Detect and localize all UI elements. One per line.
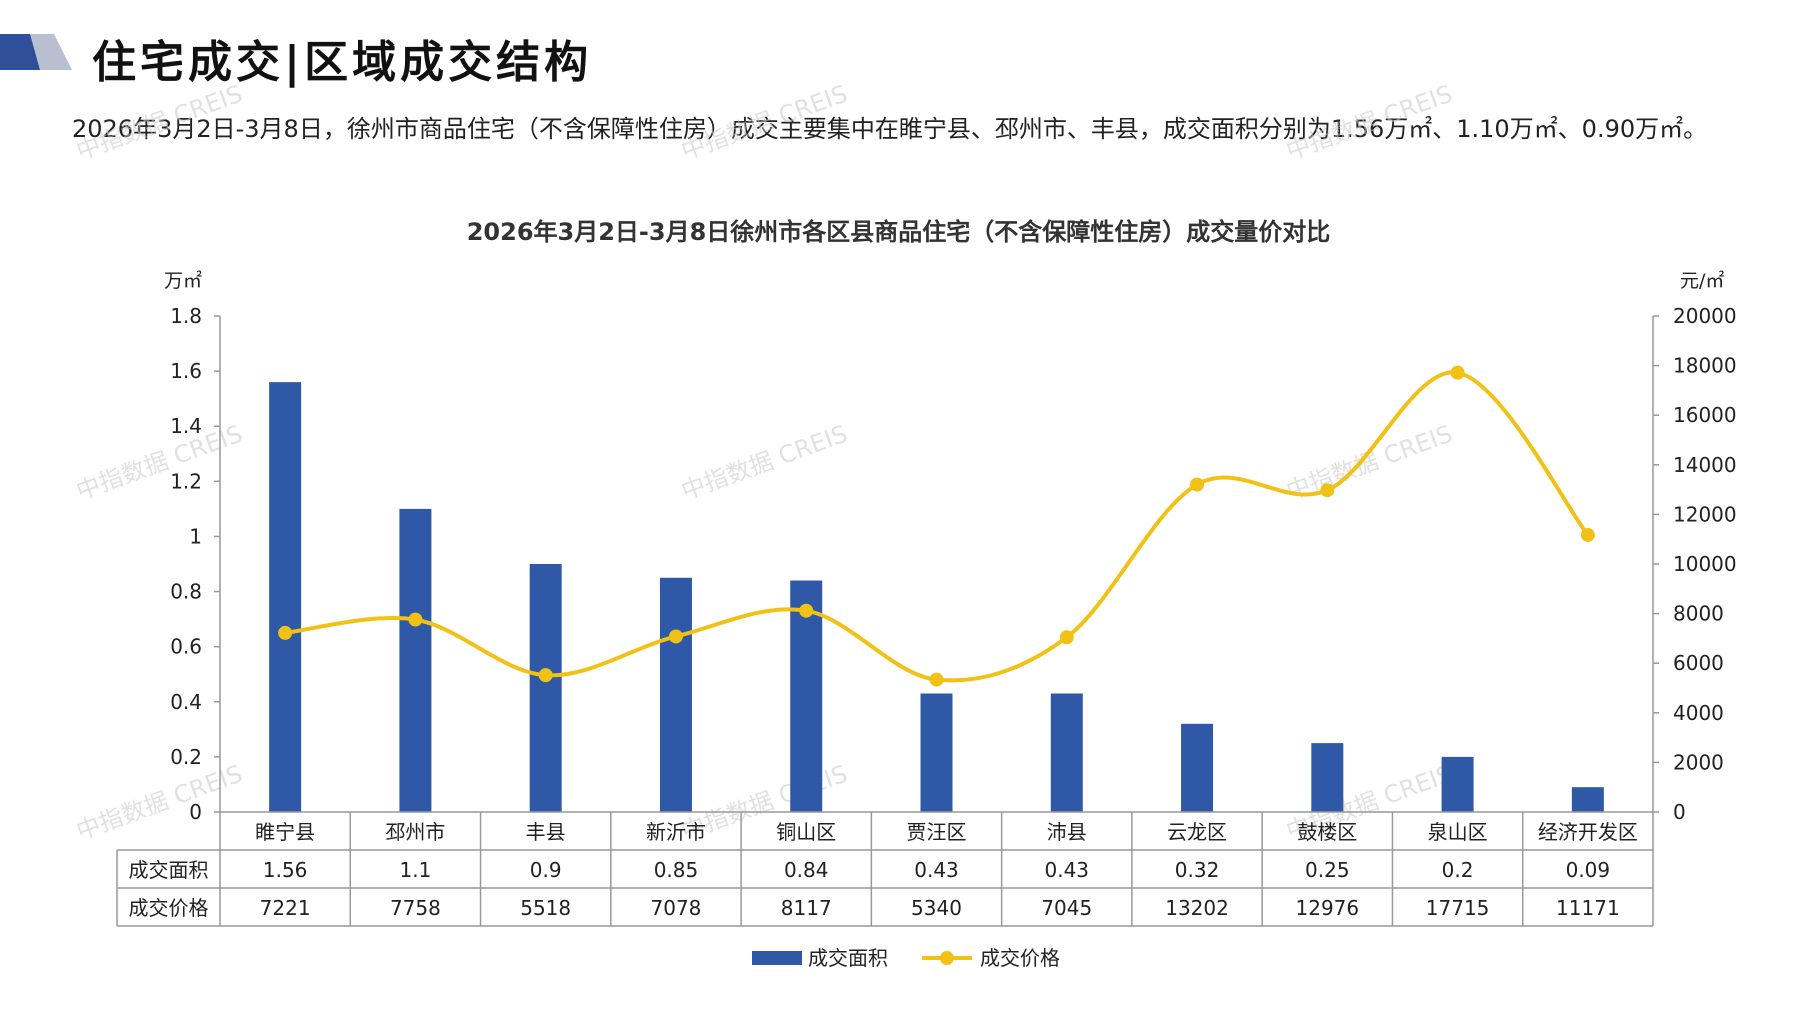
left-axis-tick-label: 0 (189, 800, 202, 824)
category-label: 新沂市 (646, 820, 706, 844)
right-axis-tick-label: 8000 (1673, 602, 1724, 626)
bar-1 (269, 382, 302, 812)
bar-2 (399, 508, 432, 812)
right-axis-tick-label: 14000 (1673, 453, 1737, 477)
page-title: 住宅成交|区域成交结构 (92, 37, 593, 88)
right-axis-tick-label: 18000 (1673, 354, 1737, 378)
left-axis-unit: 万㎡ (164, 270, 203, 292)
category-label: 泉山区 (1428, 820, 1488, 844)
right-axis-tick-label: 16000 (1673, 403, 1737, 427)
category-label: 贾汪区 (907, 820, 967, 844)
table-row-header-price: 成交价格 (129, 896, 209, 920)
right-axis-tick-label: 10000 (1673, 552, 1737, 576)
right-axis-tick-label: 0 (1673, 800, 1686, 824)
chart-title: 2026年3月2日-3月8日徐州市各区县商品住宅（不含保障性住房）成交量价对比 (466, 218, 1331, 246)
area-value-cell: 0.84 (784, 858, 829, 882)
category-label: 经济开发区 (1538, 820, 1638, 844)
price-point-1 (278, 625, 293, 640)
price-value-cell: 7758 (390, 896, 441, 920)
area-value-cell: 0.43 (1045, 858, 1090, 882)
bar-6 (920, 693, 953, 812)
bar-7 (1050, 693, 1083, 812)
category-label: 沛县 (1047, 820, 1087, 844)
area-value-cell: 0.43 (914, 858, 959, 882)
category-label: 铜山区 (776, 820, 836, 844)
area-value-cell: 0.2 (1442, 858, 1474, 882)
area-value-cell: 0.32 (1175, 858, 1220, 882)
left-axis-tick-label: 0.4 (170, 690, 202, 714)
category-label: 鼓楼区 (1297, 820, 1357, 844)
category-label: 云龙区 (1167, 820, 1227, 844)
bar-4 (659, 577, 692, 812)
table-row-header-area: 成交面积 (129, 858, 209, 882)
bar-3 (529, 564, 562, 812)
legend-line-label: 成交价格 (980, 946, 1060, 970)
page-header: 住宅成交|区域成交结构 (0, 20, 1797, 90)
price-line (284, 370, 1590, 683)
right-axis-tick-label: 20000 (1673, 304, 1737, 328)
price-point-2 (408, 612, 423, 627)
price-point-6 (929, 672, 944, 687)
watermark-text: 中指数据 CREIS (677, 80, 851, 166)
right-axis-tick-label: 12000 (1673, 502, 1737, 526)
legend-bar-swatch (752, 951, 802, 965)
right-axis-tick-label: 4000 (1673, 701, 1724, 725)
bar-5 (790, 580, 823, 812)
price-value-cell: 12976 (1296, 896, 1360, 920)
price-value-cell: 17715 (1426, 896, 1490, 920)
price-value-cell: 8117 (781, 896, 832, 920)
watermark-text: 中指数据 CREIS (72, 80, 246, 166)
legend-bar-label: 成交面积 (808, 946, 888, 970)
left-axis-tick-label: 0.6 (170, 635, 202, 659)
price-point-11 (1580, 527, 1595, 542)
area-value-cell: 0.25 (1305, 858, 1350, 882)
price-value-cell: 7078 (651, 896, 702, 920)
category-label: 丰县 (526, 820, 566, 844)
left-axis-tick-label: 0.8 (170, 580, 202, 604)
right-axis-tick-label: 2000 (1673, 750, 1724, 774)
legend-line-marker (940, 951, 954, 965)
price-point-10 (1450, 365, 1465, 380)
left-axis-tick-label: 1.4 (170, 414, 202, 438)
area-value-cell: 0.09 (1566, 858, 1611, 882)
area-value-cell: 0.85 (654, 858, 699, 882)
price-point-7 (1059, 630, 1074, 645)
bar-10 (1441, 756, 1474, 812)
price-value-cell: 11171 (1556, 896, 1620, 920)
watermark-text: 中指数据 CREIS (1282, 80, 1456, 166)
bar-11 (1571, 787, 1604, 812)
left-axis-tick-label: 1.2 (170, 469, 202, 493)
bar-9 (1311, 743, 1344, 812)
brand-logo-icon (0, 34, 72, 70)
left-axis-tick-label: 1.8 (170, 304, 202, 328)
left-axis-tick-label: 0.2 (170, 745, 202, 769)
price-value-cell: 13202 (1165, 896, 1229, 920)
price-value-cell: 7221 (260, 896, 311, 920)
price-value-cell: 5340 (911, 896, 962, 920)
left-axis-tick-label: 1.6 (170, 359, 202, 383)
category-label: 睢宁县 (255, 820, 315, 844)
price-point-9 (1320, 483, 1335, 498)
category-label: 邳州市 (385, 820, 445, 844)
area-value-cell: 1.1 (400, 858, 432, 882)
price-point-4 (668, 629, 683, 644)
bar-8 (1181, 723, 1214, 812)
price-value-cell: 7045 (1041, 896, 1092, 920)
price-value-cell: 5518 (520, 896, 571, 920)
left-axis-tick-label: 1 (189, 524, 202, 548)
watermark-text: 中指数据 CREIS (677, 420, 851, 506)
price-point-8 (1190, 477, 1205, 492)
price-point-5 (799, 603, 814, 618)
right-axis-unit: 元/㎡ (1680, 270, 1725, 292)
area-value-cell: 1.56 (263, 858, 308, 882)
logo-light-shape (30, 34, 72, 70)
price-point-3 (538, 668, 553, 683)
right-axis-tick-label: 6000 (1673, 651, 1724, 675)
area-value-cell: 0.9 (530, 858, 562, 882)
summary-text: 2026年3月2日-3月8日，徐州市商品住宅（不含保障性住房）成交主要集中在睢宁… (72, 115, 1708, 143)
